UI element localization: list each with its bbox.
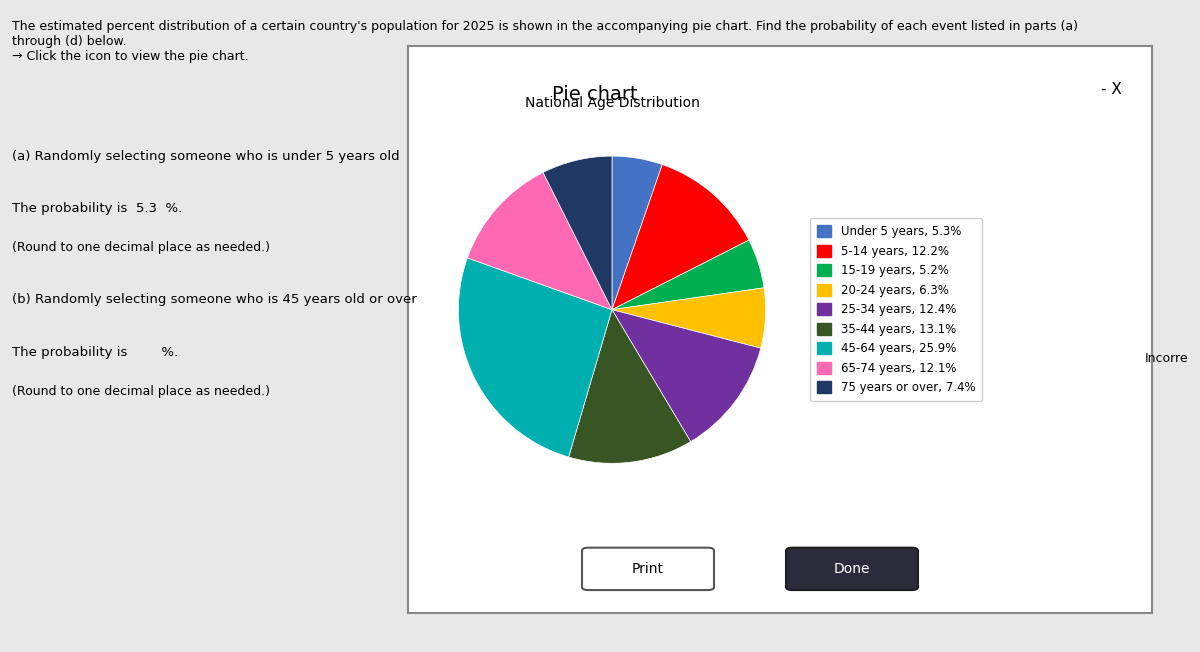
Title: National Age Distribution: National Age Distribution: [524, 96, 700, 110]
Wedge shape: [612, 288, 766, 348]
Text: Incorre: Incorre: [1145, 352, 1188, 365]
Text: (Round to one decimal place as needed.): (Round to one decimal place as needed.): [12, 241, 270, 254]
Text: Print: Print: [632, 562, 664, 576]
Wedge shape: [544, 156, 612, 310]
Text: (b) Randomly selecting someone who is 45 years old or over: (b) Randomly selecting someone who is 45…: [12, 293, 416, 306]
Text: Pie chart: Pie chart: [552, 85, 637, 104]
Wedge shape: [612, 240, 764, 310]
Text: The probability is        %.: The probability is %.: [12, 346, 178, 359]
Text: The estimated percent distribution of a certain country's population for 2025 is: The estimated percent distribution of a …: [12, 20, 1078, 63]
Bar: [408, 46, 1152, 613]
FancyBboxPatch shape: [786, 548, 918, 590]
Wedge shape: [612, 164, 749, 310]
Wedge shape: [612, 310, 761, 441]
Wedge shape: [458, 258, 612, 457]
Text: (a) Randomly selecting someone who is under 5 years old: (a) Randomly selecting someone who is un…: [12, 150, 400, 163]
Wedge shape: [569, 310, 691, 464]
Text: - X: - X: [1102, 82, 1122, 96]
Wedge shape: [612, 156, 662, 310]
FancyBboxPatch shape: [582, 548, 714, 590]
Legend: Under 5 years, 5.3%, 5-14 years, 12.2%, 15-19 years, 5.2%, 20-24 years, 6.3%, 25: Under 5 years, 5.3%, 5-14 years, 12.2%, …: [810, 218, 983, 402]
Wedge shape: [468, 172, 612, 310]
Text: (Round to one decimal place as needed.): (Round to one decimal place as needed.): [12, 385, 270, 398]
Text: Done: Done: [834, 562, 870, 576]
Text: The probability is  5.3  %.: The probability is 5.3 %.: [12, 202, 182, 215]
